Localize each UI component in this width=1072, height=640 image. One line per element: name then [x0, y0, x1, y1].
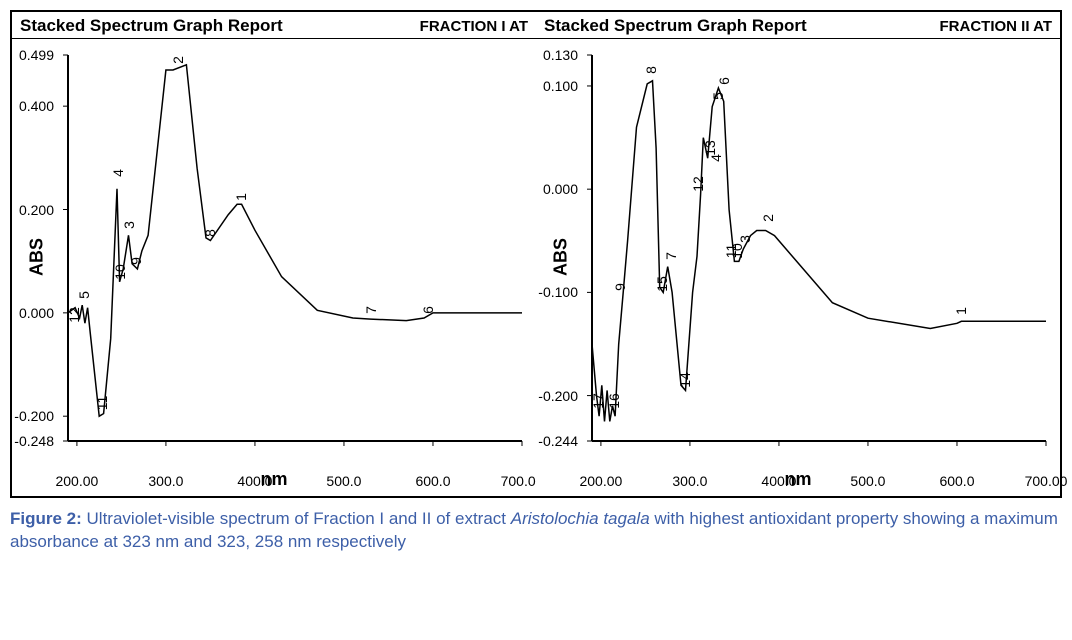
- peak-label: 10: [729, 243, 745, 259]
- peak-label: 9: [612, 283, 628, 291]
- peak-label: 1: [233, 193, 249, 201]
- peak-label: 4: [708, 154, 724, 162]
- peak-label: 8: [643, 67, 659, 75]
- x-tick-label: 300.0: [672, 473, 707, 489]
- y-tick-label: 0.400: [10, 98, 54, 114]
- peak-label: 2: [170, 56, 186, 64]
- caption-text-1: Ultraviolet-visible spectrum of Fraction…: [82, 509, 511, 528]
- x-tick-label: 700.00: [1025, 473, 1068, 489]
- fraction-label: FRACTION I AT: [420, 18, 528, 35]
- peak-label: 16: [606, 393, 622, 409]
- panel-fraction-1: Stacked Spectrum Graph Report FRACTION I…: [12, 12, 536, 496]
- y-tick-label: -0.248: [10, 433, 54, 449]
- chart-panels: Stacked Spectrum Graph Report FRACTION I…: [10, 10, 1062, 498]
- peak-label: 7: [363, 306, 379, 314]
- chart-svg: [54, 47, 528, 467]
- panel-fraction-2: Stacked Spectrum Graph Report FRACTION I…: [536, 12, 1060, 496]
- peak-label: 6: [420, 306, 436, 314]
- y-tick-label: -0.200: [534, 388, 578, 404]
- x-tick-label: 300.0: [148, 473, 183, 489]
- peak-label: 12: [690, 176, 706, 192]
- y-tick-label: -0.200: [10, 408, 54, 424]
- peak-label: 10: [112, 264, 128, 280]
- x-tick-label: 200.00: [579, 473, 622, 489]
- peak-label: 17: [590, 393, 606, 409]
- y-axis-label: ABS: [551, 238, 572, 276]
- caption-italic: Aristolochia tagala: [511, 509, 650, 528]
- figure-container: Stacked Spectrum Graph Report FRACTION I…: [10, 10, 1062, 554]
- x-tick-label: 200.00: [55, 473, 98, 489]
- y-tick-label: -0.244: [534, 433, 578, 449]
- spectrum-line: [592, 81, 1046, 422]
- peak-label: 3: [121, 221, 137, 229]
- spectrum-line: [68, 65, 522, 416]
- peak-label: 5: [710, 92, 726, 100]
- panel-header: Stacked Spectrum Graph Report FRACTION I…: [12, 12, 536, 39]
- x-tick-label: 600.0: [415, 473, 450, 489]
- panel-header: Stacked Spectrum Graph Report FRACTION I…: [536, 12, 1060, 39]
- fraction-label: FRACTION II AT: [940, 18, 1053, 35]
- peak-label: 15: [654, 276, 670, 292]
- x-tick-label: 400.0: [237, 473, 272, 489]
- peak-label: 4: [110, 169, 126, 177]
- caption-label: Figure 2:: [10, 509, 82, 528]
- x-tick-label: 500.0: [326, 473, 361, 489]
- peak-label: 2: [760, 214, 776, 222]
- y-tick-label: 0.100: [534, 78, 578, 94]
- peak-label: 3: [737, 235, 753, 243]
- peak-label: 7: [663, 252, 679, 260]
- peak-label: 8: [202, 229, 218, 237]
- y-tick-label: -0.100: [534, 284, 578, 300]
- x-tick-label: 400.0: [761, 473, 796, 489]
- peak-label: 1: [953, 307, 969, 315]
- y-tick-label: 0.000: [534, 181, 578, 197]
- y-tick-label: 0.000: [10, 305, 54, 321]
- y-tick-label: 0.130: [534, 47, 578, 63]
- x-tick-label: 500.0: [850, 473, 885, 489]
- peak-label: 12: [66, 308, 82, 324]
- peak-label: 6: [716, 77, 732, 85]
- panel-title: Stacked Spectrum Graph Report: [20, 16, 283, 36]
- peak-label: 5: [76, 291, 92, 299]
- plot-area-1: ABS -0.248-0.2000.0000.2000.4000.499200.…: [20, 47, 528, 467]
- peak-label: 9: [128, 257, 144, 265]
- peak-label: 14: [677, 372, 693, 388]
- x-tick-label: 600.0: [939, 473, 974, 489]
- panel-title: Stacked Spectrum Graph Report: [544, 16, 807, 36]
- peak-label: 11: [94, 396, 110, 411]
- y-axis-label: ABS: [27, 238, 48, 276]
- y-tick-label: 0.200: [10, 202, 54, 218]
- y-tick-label: 0.499: [10, 47, 54, 63]
- figure-caption: Figure 2: Ultraviolet-visible spectrum o…: [10, 508, 1062, 554]
- plot-area-2: ABS -0.244-0.200-0.1000.0000.1000.130200…: [544, 47, 1052, 467]
- chart-svg: [578, 47, 1052, 467]
